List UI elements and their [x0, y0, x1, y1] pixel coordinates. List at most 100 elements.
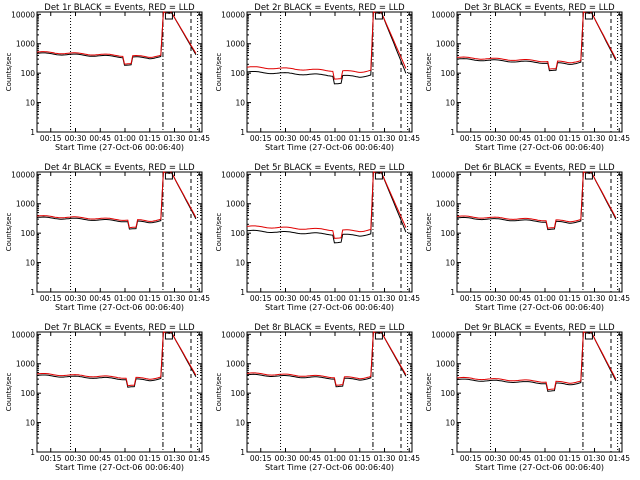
- x-tick-label: 00:45: [89, 294, 111, 303]
- x-tick-label: 00:30: [485, 454, 507, 463]
- y-tick-label: 10000: [221, 170, 245, 179]
- x-tick-label: 01:15: [139, 134, 161, 143]
- plot-frame: [246, 171, 413, 293]
- panel-6: Det 6r BLACK = Events, RED = LLD 1 10 100 10…: [425, 163, 630, 312]
- panel-title: Det 4r BLACK = Events, RED = LLD: [44, 163, 195, 173]
- x-axis-label: Start Time (27-Oct-06 00:06:40): [55, 143, 184, 152]
- x-tick-label: 01:00: [534, 134, 556, 143]
- panel-4: Det 4r BLACK = Events, RED = LLD 1 10 100 10…: [5, 163, 210, 312]
- y-axis-label: Counts/sec: [215, 373, 223, 412]
- y-axis-label: Counts/sec: [5, 213, 13, 252]
- y-tick-label: 10: [235, 419, 245, 428]
- y-tick-label: 10000: [431, 10, 455, 19]
- plot-frame: [36, 11, 203, 133]
- x-tick-label: 00:45: [509, 454, 531, 463]
- x-tick-label: 01:00: [324, 454, 346, 463]
- lld-series-line: [456, 331, 617, 391]
- x-tick-label: 00:45: [509, 294, 531, 303]
- x-tick-label: 01:45: [398, 294, 420, 303]
- saa-box-marker: [374, 12, 383, 20]
- y-tick-label: 10: [445, 99, 455, 108]
- plot-frame: [246, 331, 413, 453]
- lld-series-line: [36, 171, 197, 229]
- y-axis-label: Counts/sec: [5, 53, 13, 92]
- x-tick-label: 01:30: [164, 454, 186, 463]
- x-tick-label: 00:45: [89, 134, 111, 143]
- x-axis-label: Start Time (27-Oct-06 00:06:40): [475, 143, 604, 152]
- x-tick-label: 00:30: [275, 454, 297, 463]
- y-tick-label: 1: [30, 128, 35, 137]
- panel-title: Det 1r BLACK = Events, RED = LLD: [44, 3, 195, 13]
- y-tick-label: 100: [21, 229, 36, 238]
- y-tick-label: 1000: [16, 360, 35, 369]
- y-tick-label: 10000: [221, 10, 245, 19]
- events-series-line: [246, 331, 407, 388]
- plot-frame: [456, 11, 623, 133]
- panel-title: Det 5r BLACK = Events, RED = LLD: [254, 163, 405, 173]
- y-tick-label: 10000: [11, 170, 35, 179]
- x-tick-label: 00:30: [485, 294, 507, 303]
- panel-title: Det 9r BLACK = Events, RED = LLD: [464, 323, 615, 333]
- x-tick-label: 01:30: [374, 454, 396, 463]
- x-tick-label: 01:15: [559, 454, 581, 463]
- y-tick-label: 10000: [11, 330, 35, 339]
- x-tick-label: 01:00: [534, 454, 556, 463]
- y-tick-label: 10000: [11, 10, 35, 19]
- x-tick-label: 01:00: [114, 294, 136, 303]
- y-tick-label: 1: [450, 288, 455, 297]
- y-tick-label: 1: [240, 448, 245, 457]
- y-axis-label: Counts/sec: [215, 53, 223, 92]
- panel-title: Det 6r BLACK = Events, RED = LLD: [464, 163, 615, 173]
- y-tick-label: 100: [231, 389, 246, 398]
- x-tick-label: 01:45: [188, 294, 210, 303]
- x-tick-label: 00:15: [40, 134, 62, 143]
- x-tick-label: 00:45: [89, 454, 111, 463]
- x-tick-label: 00:30: [65, 454, 87, 463]
- saa-box-marker: [374, 172, 383, 180]
- x-tick-label: 00:30: [65, 134, 87, 143]
- y-tick-label: 1000: [436, 200, 455, 209]
- plot-frame: [456, 171, 623, 293]
- y-tick-label: 10000: [221, 330, 245, 339]
- x-tick-label: 00:15: [40, 454, 62, 463]
- x-tick-label: 00:15: [250, 134, 272, 143]
- x-tick-label: 00:30: [65, 294, 87, 303]
- x-tick-label: 01:15: [349, 454, 371, 463]
- x-tick-label: 01:30: [584, 294, 606, 303]
- x-tick-label: 01:00: [114, 134, 136, 143]
- x-tick-label: 00:15: [40, 294, 62, 303]
- plot-frame: [36, 171, 203, 293]
- x-tick-label: 00:45: [299, 454, 321, 463]
- lld-series-line: [36, 331, 197, 387]
- x-tick-label: 01:15: [349, 294, 371, 303]
- saa-box-marker: [164, 332, 173, 340]
- x-tick-label: 00:45: [299, 294, 321, 303]
- x-tick-label: 00:15: [460, 294, 482, 303]
- x-axis-label: Start Time (27-Oct-06 00:06:40): [265, 463, 394, 472]
- x-tick-label: 01:30: [164, 134, 186, 143]
- x-axis-label: Start Time (27-Oct-06 00:06:40): [475, 303, 604, 312]
- x-axis-label: Start Time (27-Oct-06 00:06:40): [55, 303, 184, 312]
- y-tick-label: 1000: [436, 360, 455, 369]
- y-tick-label: 1: [30, 288, 35, 297]
- panel-title: Det 3r BLACK = Events, RED = LLD: [464, 3, 615, 13]
- x-tick-label: 00:15: [460, 134, 482, 143]
- y-tick-label: 1000: [436, 40, 455, 49]
- y-tick-label: 1000: [226, 360, 245, 369]
- x-tick-label: 00:15: [250, 454, 272, 463]
- x-tick-label: 01:15: [139, 294, 161, 303]
- panel-1: Det 1r BLACK = Events, RED = LLD 1 10 100 10…: [5, 3, 210, 152]
- y-tick-label: 100: [21, 69, 36, 78]
- events-series-line: [456, 171, 617, 231]
- lld-series-line: [246, 171, 407, 239]
- y-tick-label: 1: [450, 128, 455, 137]
- x-tick-label: 01:00: [534, 294, 556, 303]
- x-tick-label: 01:45: [188, 454, 210, 463]
- panel-title: Det 7r BLACK = Events, RED = LLD: [44, 323, 195, 333]
- y-tick-label: 1000: [16, 200, 35, 209]
- x-tick-label: 01:15: [559, 134, 581, 143]
- x-tick-label: 01:30: [164, 294, 186, 303]
- x-tick-label: 00:15: [250, 294, 272, 303]
- x-tick-label: 00:30: [275, 134, 297, 143]
- x-tick-label: 01:00: [324, 294, 346, 303]
